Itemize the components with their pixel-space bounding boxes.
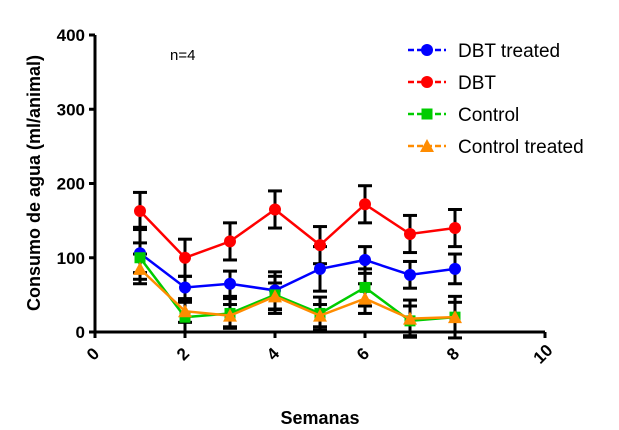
data-point (313, 308, 327, 322)
x-tick-label: 2 (173, 344, 193, 364)
data-point (359, 253, 371, 266)
y-tick-label: 400 (57, 26, 85, 45)
data-point (449, 222, 461, 235)
data-point (314, 239, 326, 252)
x-axis-title: Semanas (280, 408, 359, 428)
legend-item: Control (408, 105, 519, 126)
x-tick-label: 0 (83, 344, 103, 364)
legend: DBT treated DBT Control Control treated (408, 41, 584, 158)
data-point (448, 310, 462, 324)
x-tick-label: 8 (443, 344, 463, 364)
legend-marker (420, 139, 434, 152)
data-point (224, 277, 236, 290)
y-axis-title: Consumo de agua (ml/animal) (24, 55, 44, 311)
x-tick-label: 4 (263, 344, 284, 365)
legend-label: DBT (458, 73, 496, 94)
data-point (269, 203, 281, 216)
legend-item: Control treated (408, 137, 584, 158)
data-point (134, 204, 146, 217)
data-point (404, 227, 416, 240)
data-point (359, 281, 371, 293)
data-point (268, 289, 282, 303)
legend-label: Control treated (458, 137, 584, 158)
y-tick-label: 0 (76, 323, 85, 342)
legend-marker (421, 76, 433, 88)
y-tick-label: 200 (57, 175, 85, 194)
data-point (314, 262, 326, 275)
y-tick-label: 100 (57, 249, 85, 268)
data-point (359, 198, 371, 211)
plot-area (133, 184, 462, 340)
legend-label: DBT treated (458, 41, 560, 62)
series-line (139, 267, 456, 320)
data-point (404, 268, 416, 281)
data-point (223, 308, 237, 322)
data-point (403, 311, 417, 325)
x-tick-label: 6 (353, 344, 373, 364)
series-line-control-treated (133, 261, 462, 325)
series-line (139, 252, 456, 292)
legend-marker (421, 108, 433, 120)
series-line-dbt (134, 198, 461, 264)
legend-label: Control (458, 105, 519, 126)
data-point (224, 235, 236, 248)
series-line (139, 202, 456, 260)
data-point (358, 291, 372, 305)
data-point (179, 281, 191, 294)
x-tick-label: 10 (530, 341, 557, 368)
data-point (133, 261, 147, 275)
legend-marker (421, 44, 433, 56)
legend-item: DBT treated (408, 41, 560, 62)
y-tick-label: 300 (57, 100, 85, 119)
data-point (178, 304, 192, 318)
data-point (449, 262, 461, 275)
n-annotation: n=4 (170, 47, 195, 64)
legend-item: DBT (408, 73, 496, 94)
data-point (179, 251, 191, 264)
data-point (134, 252, 146, 264)
